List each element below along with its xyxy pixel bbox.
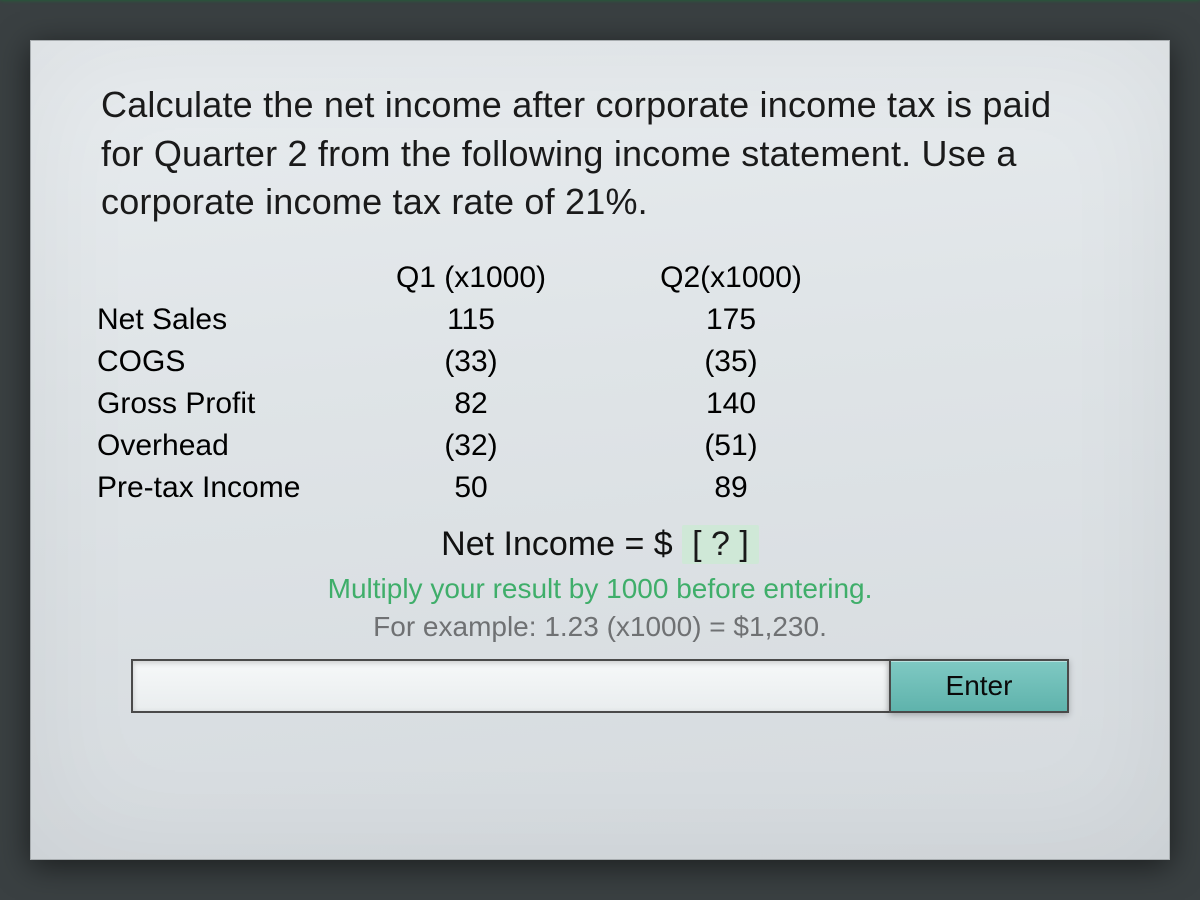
table-row: Overhead (32) (51): [91, 425, 1109, 467]
answer-input-row: Enter: [131, 659, 1069, 713]
col-header-q2: Q2(x1000): [601, 257, 861, 299]
table-header-row: Q1 (x1000) Q2(x1000): [91, 257, 1109, 299]
row-label: Net Sales: [91, 299, 341, 341]
table-row: Gross Profit 82 140: [91, 383, 1109, 425]
table-row: COGS (33) (35): [91, 341, 1109, 383]
row-label: Gross Profit: [91, 383, 341, 425]
answer-blank: [ ? ]: [682, 525, 759, 564]
cell-q1: (33): [341, 341, 601, 383]
hint-line-1: Multiply your result by 1000 before ente…: [91, 570, 1109, 608]
row-label: Overhead: [91, 425, 341, 467]
question-prompt: Calculate the net income after corporate…: [91, 81, 1109, 227]
question-panel: Calculate the net income after corporate…: [30, 40, 1170, 860]
answer-prefix: Net Income = $: [441, 525, 682, 563]
table-row: Net Sales 115 175: [91, 299, 1109, 341]
cell-q2: 140: [601, 383, 861, 425]
cell-q1: (32): [341, 425, 601, 467]
header-blank: [91, 257, 341, 299]
cell-q2: 89: [601, 467, 861, 509]
cell-q2: (51): [601, 425, 861, 467]
hint-line-2: For example: 1.23 (x1000) = $1,230.: [91, 608, 1109, 646]
col-header-q1: Q1 (x1000): [341, 257, 601, 299]
income-statement-table: Q1 (x1000) Q2(x1000) Net Sales 115 175 C…: [91, 257, 1109, 509]
hint-text: Multiply your result by 1000 before ente…: [91, 570, 1109, 646]
table-row: Pre-tax Income 50 89: [91, 467, 1109, 509]
enter-button[interactable]: Enter: [889, 659, 1069, 713]
cell-q1: 115: [341, 299, 601, 341]
answer-expression: Net Income = $ [ ? ]: [91, 525, 1109, 564]
cell-q2: 175: [601, 299, 861, 341]
cell-q2: (35): [601, 341, 861, 383]
cell-q1: 82: [341, 383, 601, 425]
answer-input[interactable]: [131, 659, 889, 713]
row-label: COGS: [91, 341, 341, 383]
row-label: Pre-tax Income: [91, 467, 341, 509]
cell-q1: 50: [341, 467, 601, 509]
